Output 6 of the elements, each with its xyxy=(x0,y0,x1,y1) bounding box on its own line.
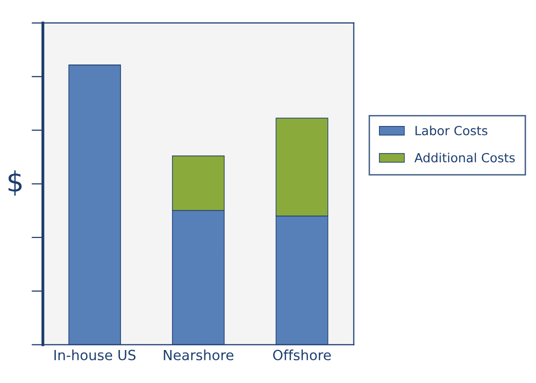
legend-label: Additional Costs xyxy=(414,152,515,162)
legend-label: Labor Costs xyxy=(416,126,488,136)
x-tick-label: Offshore xyxy=(273,350,331,360)
y-axis-title: $ xyxy=(8,170,22,196)
x-tick-label: In-house US xyxy=(54,350,136,360)
x-tick-label: Nearshore xyxy=(164,350,234,360)
